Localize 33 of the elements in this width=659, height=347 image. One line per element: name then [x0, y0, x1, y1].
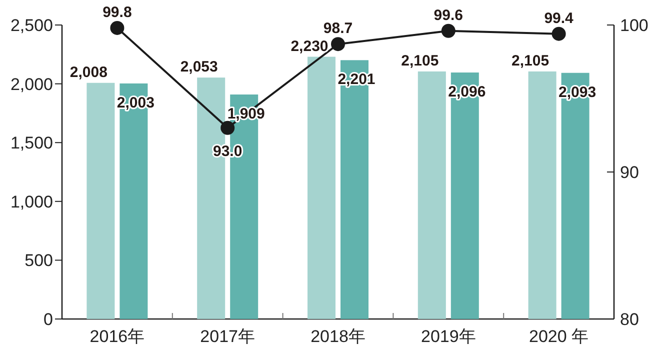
x-tick-label: 2019年 [420, 327, 476, 346]
data-label: 2,230 [290, 38, 328, 55]
bar [86, 82, 115, 319]
point [441, 24, 456, 38]
x-tick-label: 2020 年 [529, 327, 589, 346]
data-label: 2,008 [70, 64, 108, 81]
point [220, 120, 235, 135]
y-tick-label: 1,000 [10, 192, 53, 212]
y2-tick-label: 90 [620, 163, 639, 182]
bar [308, 56, 336, 319]
data-label: 99.4 [544, 10, 574, 27]
x-tick-label: 2018年 [310, 327, 366, 346]
y2-tick-label: 100 [620, 16, 648, 35]
y-tick-label: 2,000 [10, 74, 53, 94]
data-label: 98.7 [323, 20, 353, 38]
bar [418, 71, 446, 319]
data-label: 2,105 [401, 52, 439, 70]
point [331, 37, 345, 52]
data-label: 99.8 [102, 4, 132, 21]
y-tick-label: 500 [24, 251, 53, 270]
point [110, 20, 124, 35]
y2-tick-label: 80 [620, 310, 639, 329]
point [552, 26, 566, 41]
data-label: 2,105 [512, 52, 550, 70]
data-label: 2,053 [180, 58, 218, 76]
y-tick-label: 0 [44, 310, 53, 329]
x-tick-label: 2016年 [90, 327, 145, 346]
y-tick-label: 1,500 [10, 134, 53, 153]
data-label: 99.6 [434, 6, 463, 24]
data-label: 93.0 [213, 142, 242, 160]
y-tick-label: 2,500 [10, 16, 53, 35]
x-tick-label: 2017年 [200, 327, 256, 346]
bar [528, 71, 556, 319]
